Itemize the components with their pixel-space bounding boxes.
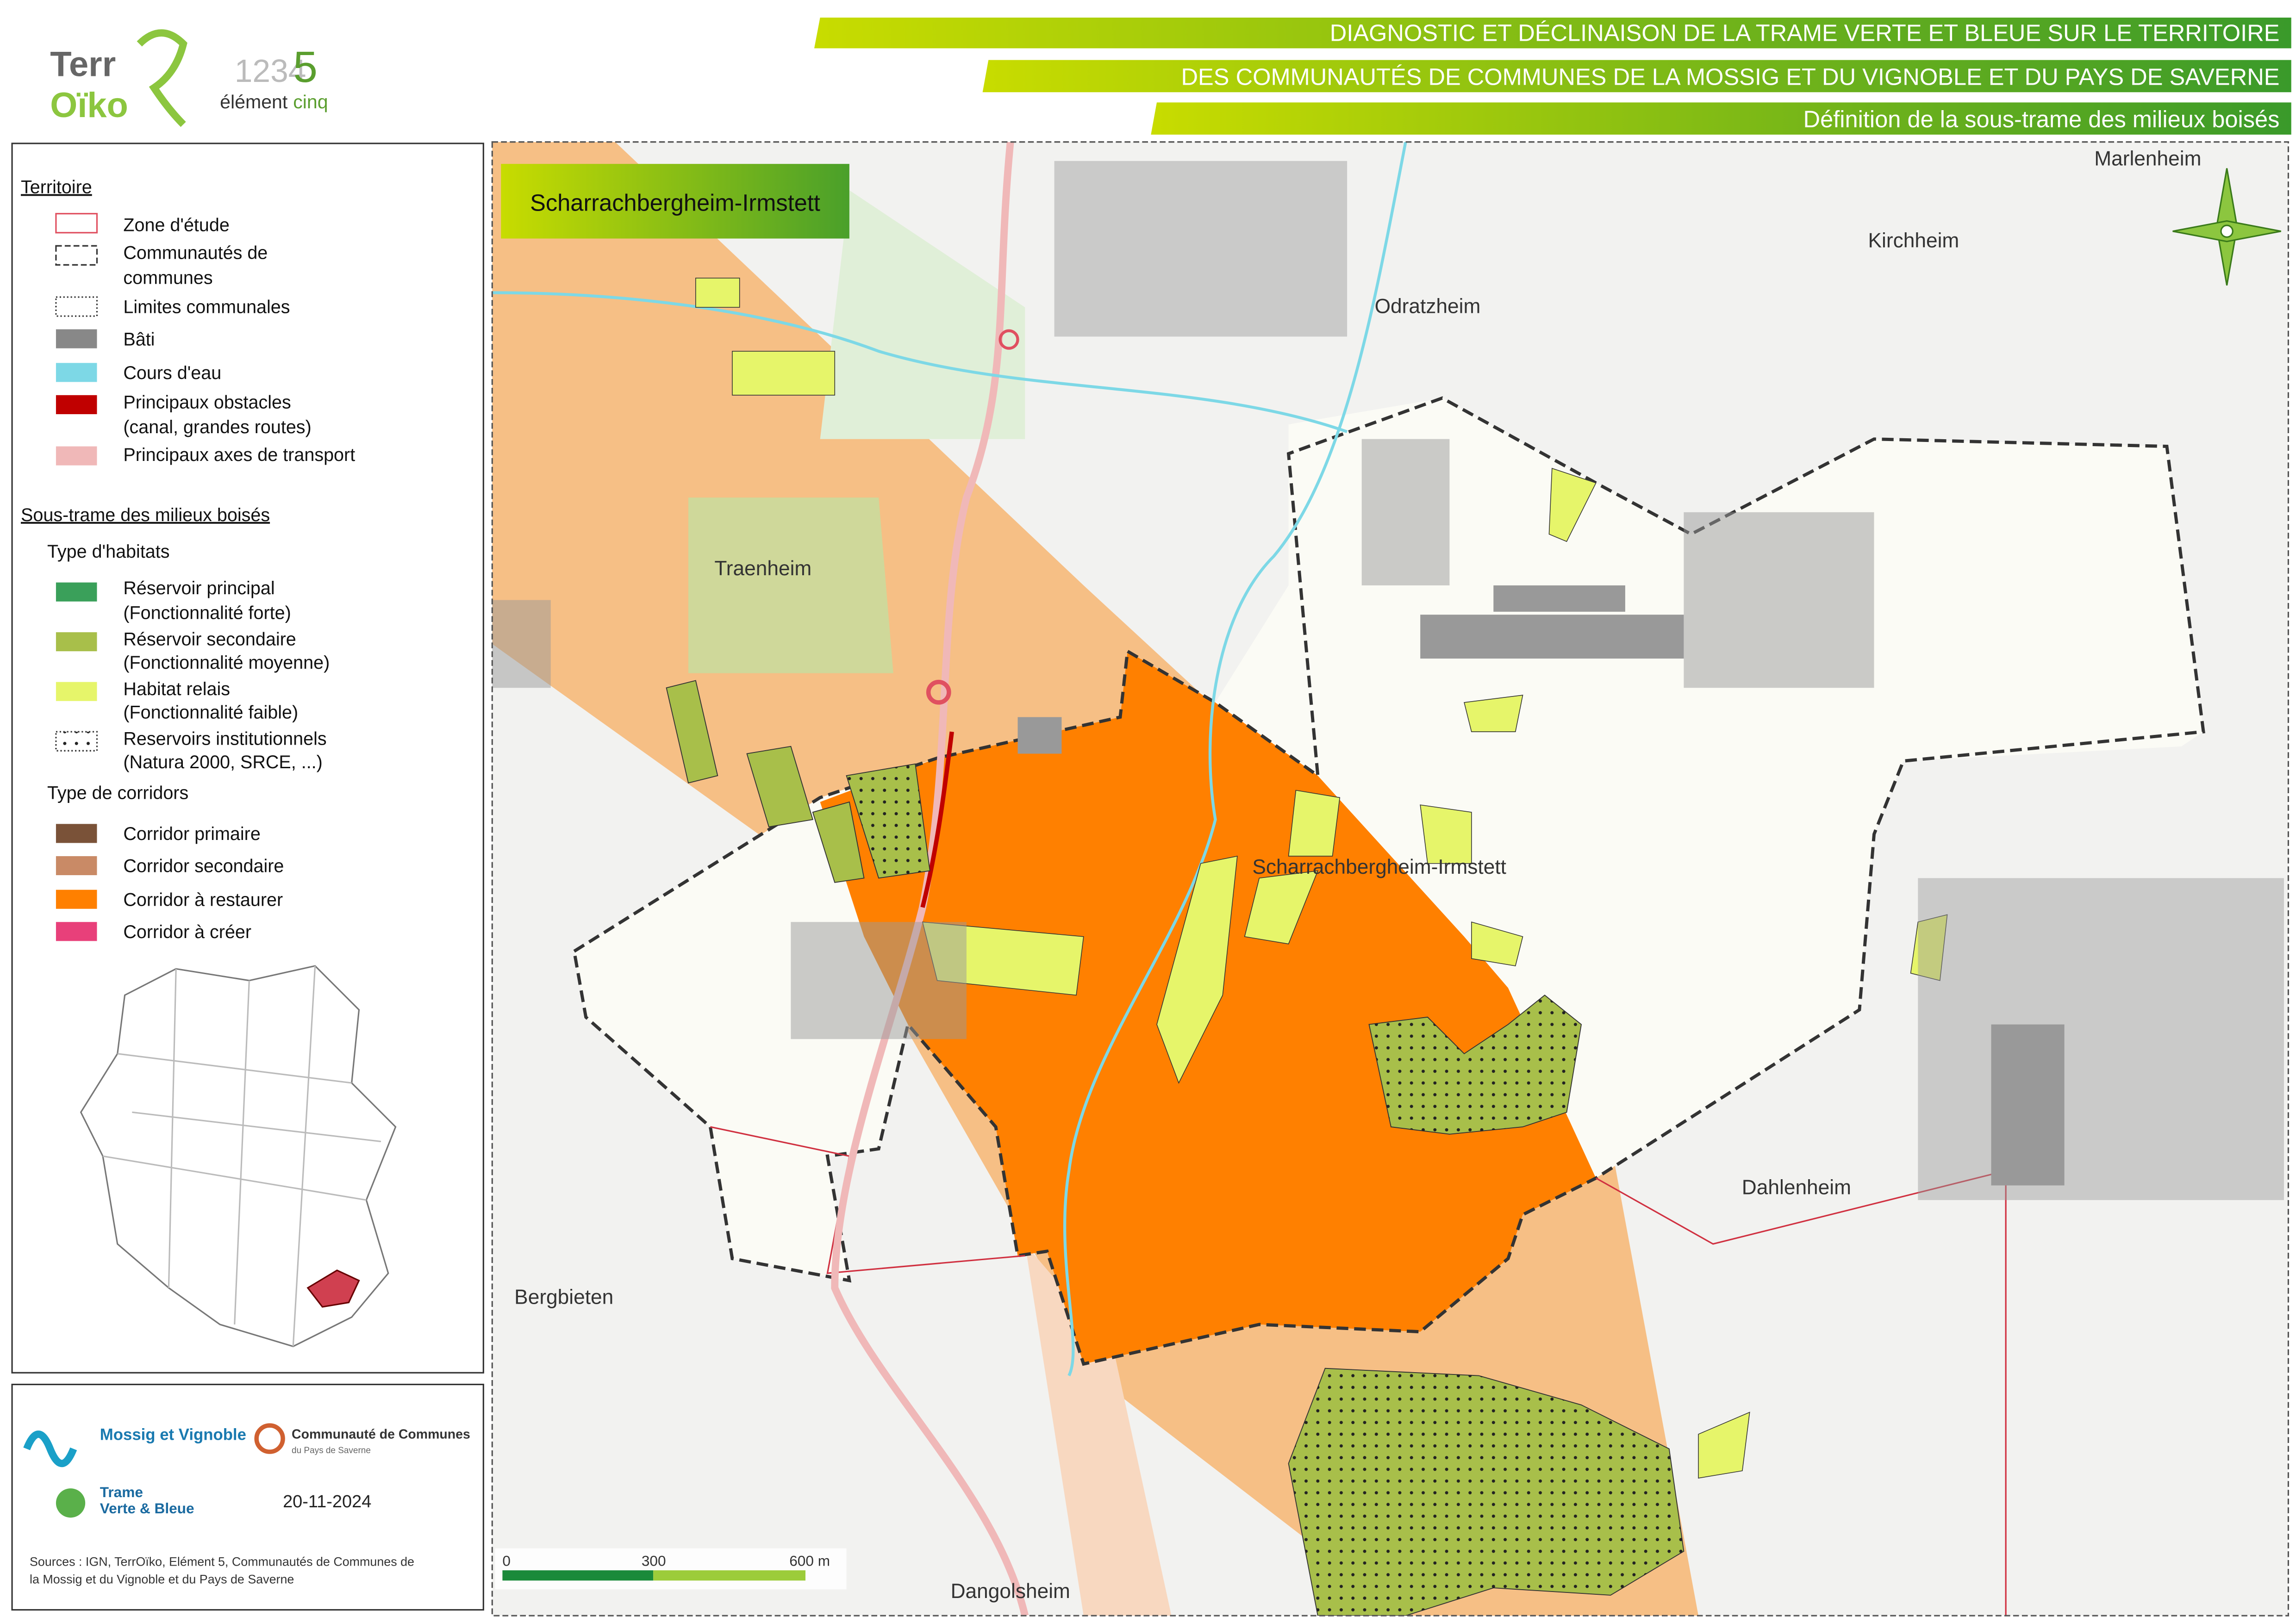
legend-label: Habitat relais — [123, 679, 230, 699]
partner-logo — [23, 1430, 77, 1467]
place-name: Scharrachbergheim-Irmstett — [1252, 856, 1506, 878]
swatch — [55, 245, 98, 266]
map: Scharrachbergheim-Irmstett Marlenheim Ki… — [492, 142, 2289, 1616]
swatch — [56, 582, 97, 602]
inset-map — [80, 965, 397, 1348]
roundabout — [998, 329, 1019, 350]
field — [820, 190, 1025, 439]
swatch — [56, 856, 97, 876]
swatch — [56, 824, 97, 843]
scale-label: 0 — [502, 1553, 511, 1569]
swatch — [56, 922, 97, 941]
obstacle — [920, 731, 954, 908]
partner-name: Trame — [100, 1484, 143, 1500]
legend-subtitle: Type d'habitats — [47, 541, 170, 562]
legend-label: Principaux obstacles — [123, 392, 291, 412]
legend-label: Cours d'eau — [123, 363, 221, 383]
map-title: Scharrachbergheim-Irmstett — [530, 189, 820, 216]
legend-label: Zone d'étude — [123, 215, 229, 236]
footer: Mossig et Vignoble Communauté de Commune… — [11, 1383, 484, 1611]
header: DIAGNOSTIC ET DÉCLINAISON DE LA TRAME VE… — [814, 17, 2291, 135]
scale-label: 300 — [642, 1553, 666, 1569]
footer-frame — [11, 1383, 484, 1611]
logo-frog — [137, 29, 187, 127]
legend-label: Réservoir secondaire — [123, 629, 296, 650]
roundabout — [926, 679, 951, 705]
swatch — [56, 329, 97, 348]
place-name: Odratzheim — [1375, 295, 1481, 318]
legend-label: (Natura 2000, SRCE, ...) — [123, 752, 322, 772]
partner-logo — [56, 1488, 86, 1518]
cours-eau — [492, 142, 1407, 1376]
commune — [1215, 398, 2204, 1178]
scale-label: 600 m — [789, 1553, 830, 1569]
place-name: Traenheim — [714, 557, 811, 580]
legend-label: (canal, grandes routes) — [123, 417, 311, 437]
legend-title: Sous-trame des milieux boisés — [21, 505, 270, 525]
logo-text: Oïko — [50, 86, 128, 125]
swatch — [55, 213, 98, 234]
legend-label: Limites communales — [123, 297, 290, 317]
header-title: Définition de la sous-trame des milieux … — [1803, 106, 2280, 132]
map-title-box — [501, 164, 849, 239]
place-name: Kirchheim — [1868, 229, 1959, 252]
legend-label: Communautés de — [123, 243, 268, 263]
legend-label: communes — [123, 267, 212, 288]
map-frame — [491, 141, 2290, 1617]
legend-title: Territoire — [21, 177, 92, 197]
legend-label: Corridor secondaire — [123, 856, 284, 877]
partner-logo — [254, 1423, 285, 1454]
logo-text: Terr — [50, 44, 116, 84]
partner-name: Mossig et Vignoble — [100, 1426, 246, 1444]
legend-label: (Fonctionnalité forte) — [123, 603, 291, 623]
place-name: Marlenheim — [2094, 147, 2201, 170]
place-name: Dahlenheim — [1742, 1176, 1851, 1199]
legend-label: Corridor primaire — [123, 824, 260, 844]
sources: la Mossig et du Vignoble et du Pays de S… — [30, 1573, 294, 1586]
swatch — [55, 731, 98, 752]
swatch — [55, 296, 98, 317]
legend-label: Reservoirs institutionnels — [123, 729, 326, 749]
logos: Terr Oïko 1234 5 élément cinq — [50, 29, 328, 127]
swatch — [56, 889, 97, 909]
swatch — [56, 395, 97, 414]
sources: Sources : IGN, TerrOïko, Elément 5, Comm… — [30, 1555, 414, 1569]
legend-label: (Fonctionnalité faible) — [123, 703, 298, 723]
corridor — [1025, 1244, 1172, 1616]
place-name: Dangolsheim — [951, 1580, 1070, 1603]
swatch — [56, 363, 97, 382]
header-bar — [982, 60, 2291, 93]
header-title: DES COMMUNAUTÉS DE COMMUNES DE LA MOSSIG… — [1181, 63, 2280, 90]
header-bar — [1151, 102, 2291, 135]
place-name: Bergbieten — [514, 1286, 613, 1309]
legend-label: (Fonctionnalité moyenne) — [123, 653, 330, 673]
reservoir-secondaire — [688, 497, 893, 673]
legend-label: Principaux axes de transport — [123, 445, 355, 465]
swatch — [56, 682, 97, 701]
legend: Territoire Zone d'étude Communautés de c… — [11, 143, 484, 1374]
logo-text: 5 — [293, 43, 318, 92]
date: 20-11-2024 — [283, 1492, 371, 1511]
partner-name: Verte & Bleue — [100, 1500, 194, 1517]
logo-text: cinq — [293, 91, 328, 112]
scale-bar: 0 300 600 m — [495, 1548, 847, 1590]
legend-label: Réservoir principal — [123, 578, 275, 598]
logo-text: élément — [220, 91, 288, 112]
zone-etude — [1595, 1169, 2007, 1616]
header-title: DIAGNOSTIC ET DÉCLINAISON DE LA TRAME VE… — [1330, 20, 2280, 46]
bati — [492, 161, 2284, 1200]
reservoirs-institutionnels — [846, 764, 1684, 1616]
legend-label: Corridor à créer — [123, 922, 251, 942]
logo-text: 1234 — [235, 53, 306, 89]
north-arrow — [2172, 168, 2281, 286]
partner-name: Communauté de Communes — [292, 1427, 470, 1442]
header-bar — [814, 17, 2291, 49]
legend-label: Corridor à restaurer — [123, 889, 283, 910]
legend-subtitle: Type de corridors — [47, 783, 188, 803]
swatch — [56, 446, 97, 466]
swatch — [56, 632, 97, 652]
partner-name: du Pays de Saverne — [292, 1446, 371, 1455]
legend-label: Bâti — [123, 329, 155, 349]
